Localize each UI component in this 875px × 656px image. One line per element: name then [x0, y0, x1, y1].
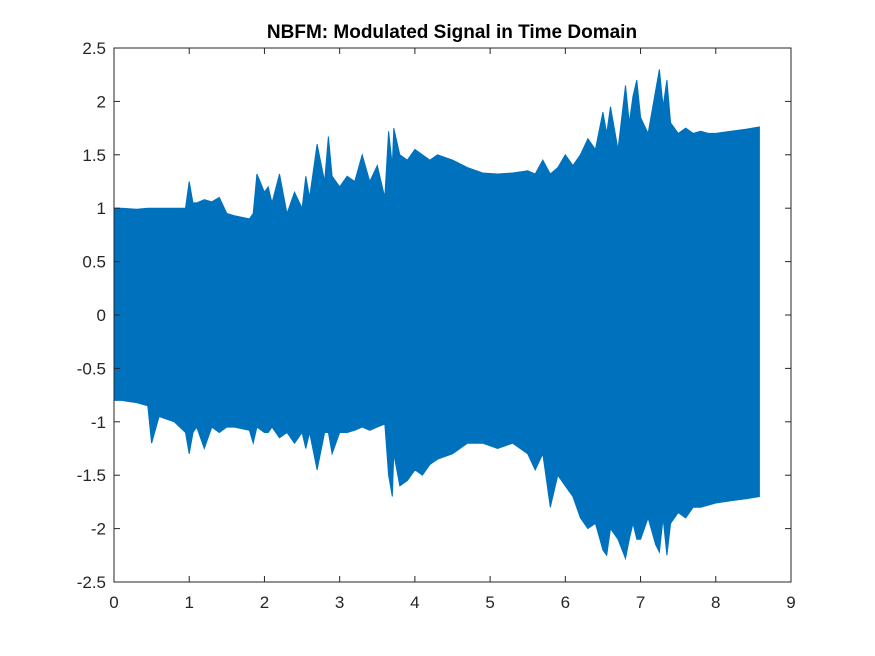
x-tick-label: 7: [636, 593, 645, 612]
y-tick-label: 2.5: [82, 39, 106, 58]
y-tick-label: -1: [91, 413, 106, 432]
y-tick-label: 1.5: [82, 146, 106, 165]
x-tick-label: 1: [184, 593, 193, 612]
y-tick-label: 2: [97, 92, 106, 111]
y-tick-label: 0.5: [82, 253, 106, 272]
x-tick-label: 8: [711, 593, 720, 612]
y-tick-label: 1: [97, 199, 106, 218]
x-tick-label: 2: [260, 593, 269, 612]
y-tick-label: 0: [97, 306, 106, 325]
signal-series: [113, 69, 760, 561]
y-tick-label: -2: [91, 520, 106, 539]
x-tick-label: 0: [109, 593, 118, 612]
chart-title: NBFM: Modulated Signal in Time Domain: [267, 22, 637, 43]
y-tick-label: -2.5: [77, 573, 106, 592]
x-tick-label: 6: [561, 593, 570, 612]
x-tick-label: 9: [786, 593, 795, 612]
y-tick-label: -0.5: [77, 359, 106, 378]
x-tick-label: 3: [335, 593, 344, 612]
x-tick-label: 4: [410, 593, 419, 612]
y-axis: 2.5 2 1.5 1 0.5 0 -0.5 -1 -1.5 -2 -2.5: [77, 39, 791, 592]
x-axis: 0 1 2 3 4 5 6 7 8 9: [109, 48, 796, 612]
x-tick-label: 5: [485, 593, 494, 612]
series-layer: [113, 69, 760, 561]
y-tick-label: -1.5: [77, 466, 106, 485]
